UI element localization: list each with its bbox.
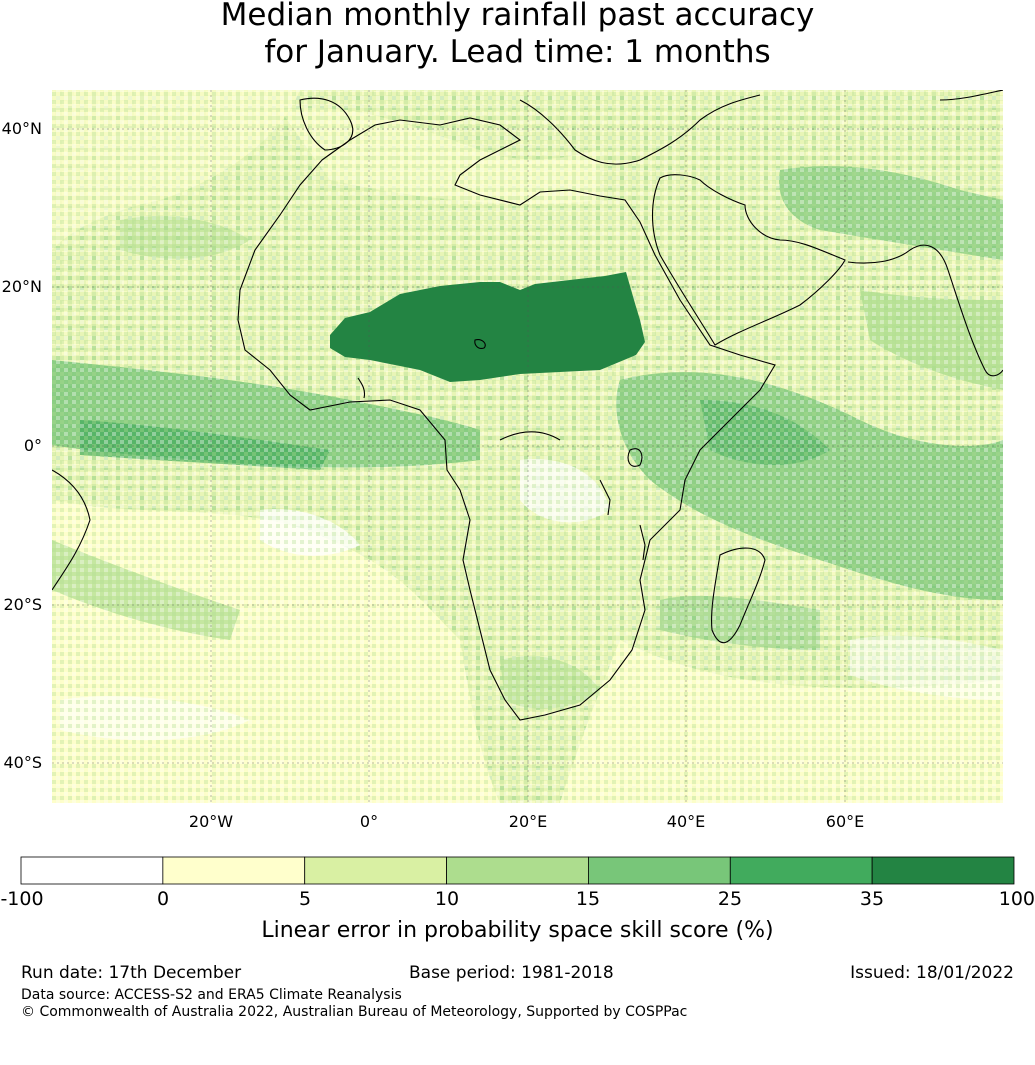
- lat-tick-40s: 40°S: [3, 753, 42, 772]
- colorbar-tick-label: 35: [859, 888, 885, 910]
- run-date: Run date: 17th December: [21, 963, 242, 983]
- lon-tick-0: 0°: [359, 812, 379, 831]
- data-source: Data source: ACCESS-S2 and ERA5 Climate …: [21, 987, 402, 1003]
- colorbar-segment: [162, 856, 306, 885]
- colorbar-tick-label: -100: [0, 888, 44, 910]
- colorbar: [20, 856, 1015, 885]
- colorbar-tick-label: 5: [298, 888, 312, 910]
- colorbar-tick-label: 25: [717, 888, 743, 910]
- issued-date: Issued: 18/01/2022: [850, 963, 1014, 983]
- colorbar-tick-label: 10: [434, 888, 460, 910]
- lat-tick-0: 0°: [23, 436, 42, 455]
- copyright-notice: © Commonwealth of Australia 2022, Austra…: [21, 1004, 688, 1020]
- map-title-line-1: Median monthly rainfall past accuracy: [220, 0, 815, 33]
- colorbar-tick-label: 100: [998, 888, 1035, 910]
- lon-tick-20w: 20°W: [188, 812, 234, 831]
- colorbar-segment: [304, 856, 447, 885]
- colorbar-segment: [446, 856, 589, 885]
- base-period: Base period: 1981-2018: [409, 963, 614, 983]
- graticule: [52, 90, 1003, 803]
- coastlines: [52, 90, 1003, 721]
- colorbar-segment: [20, 856, 164, 885]
- lat-tick-40n: 40°N: [1, 119, 42, 138]
- colorbar-segment: [871, 856, 1015, 885]
- colorbar-tick-label: 0: [156, 888, 170, 910]
- colorbar-segment: [588, 856, 731, 885]
- skill-field: [52, 90, 1003, 803]
- lon-tick-20e: 20°E: [508, 812, 548, 831]
- colorbar-segment: [729, 856, 873, 885]
- colorbar-tick-label: 15: [575, 888, 601, 910]
- lat-tick-20s: 20°S: [3, 595, 42, 614]
- map-title-line-2: for January. Lead time: 1 months: [264, 34, 771, 70]
- lat-tick-20n: 20°N: [1, 277, 42, 296]
- colorbar-label: Linear error in probability space skill …: [261, 918, 774, 943]
- lon-tick-40e: 40°E: [666, 812, 706, 831]
- sahel-high-skill-region: [330, 272, 645, 382]
- lon-tick-60e: 60°E: [825, 812, 865, 831]
